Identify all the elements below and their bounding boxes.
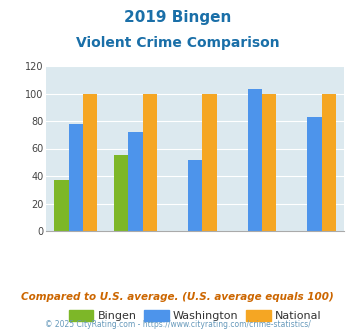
Bar bbox=[143, 93, 157, 231]
Bar bbox=[55, 180, 69, 231]
Bar bbox=[69, 124, 83, 231]
Legend: Bingen, Washington, National: Bingen, Washington, National bbox=[64, 306, 327, 326]
Text: © 2025 CityRating.com - https://www.cityrating.com/crime-statistics/: © 2025 CityRating.com - https://www.city… bbox=[45, 320, 310, 329]
Bar bbox=[188, 159, 202, 231]
Bar bbox=[202, 93, 217, 231]
Bar bbox=[322, 93, 336, 231]
Text: Compared to U.S. average. (U.S. average equals 100): Compared to U.S. average. (U.S. average … bbox=[21, 292, 334, 302]
Bar bbox=[83, 93, 97, 231]
Text: 2019 Bingen: 2019 Bingen bbox=[124, 10, 231, 25]
Bar bbox=[114, 155, 129, 231]
Bar bbox=[307, 117, 322, 231]
Bar bbox=[248, 89, 262, 231]
Bar bbox=[129, 132, 143, 231]
Text: Violent Crime Comparison: Violent Crime Comparison bbox=[76, 36, 279, 50]
Bar bbox=[262, 93, 276, 231]
